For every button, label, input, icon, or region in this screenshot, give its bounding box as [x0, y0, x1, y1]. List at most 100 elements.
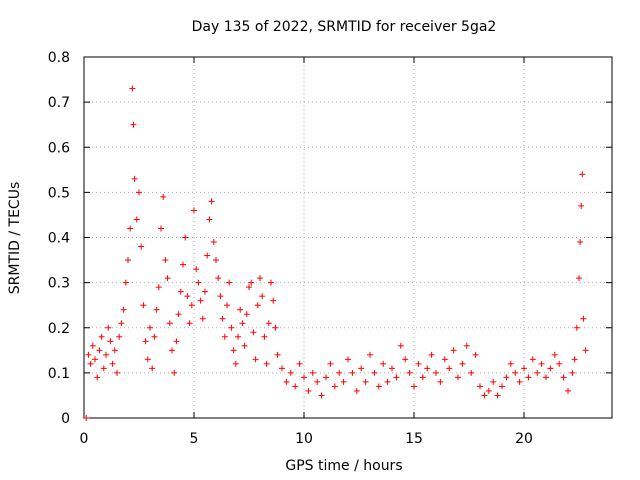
data-point — [569, 369, 576, 376]
x-tick-label: 5 — [190, 431, 199, 447]
data-point — [367, 351, 373, 358]
data-point — [116, 333, 123, 340]
data-point — [204, 252, 211, 259]
data-point — [248, 279, 255, 286]
data-point — [345, 356, 351, 363]
data-point — [261, 333, 268, 340]
data-point — [582, 347, 589, 354]
data-point — [384, 378, 391, 385]
data-point — [120, 306, 127, 313]
data-point — [301, 374, 307, 381]
data-point — [250, 329, 257, 336]
data-point — [318, 392, 325, 399]
data-point — [83, 415, 90, 421]
data-point — [219, 315, 226, 322]
data-point — [571, 356, 578, 363]
data-point — [579, 171, 586, 178]
data-point — [109, 360, 116, 367]
data-point — [186, 320, 193, 327]
data-point — [516, 378, 523, 385]
data-point — [129, 85, 136, 92]
x-tick-label: 0 — [80, 431, 89, 447]
data-point — [556, 360, 563, 367]
data-point — [180, 261, 186, 268]
data-point — [188, 302, 195, 309]
data-point — [481, 392, 488, 399]
data-point — [327, 360, 334, 367]
data-point — [371, 369, 378, 376]
y-tick-label: 0 — [61, 411, 70, 427]
data-point — [507, 360, 514, 367]
data-point — [433, 369, 439, 376]
data-point — [142, 338, 149, 345]
data-point — [136, 189, 142, 196]
data-point — [175, 311, 182, 318]
data-point — [268, 279, 274, 286]
data-point — [577, 239, 584, 246]
data-point — [428, 351, 435, 358]
data-point — [336, 369, 343, 376]
y-tick-label: 0.5 — [48, 185, 70, 201]
data-point — [292, 383, 299, 390]
data-point — [455, 374, 461, 381]
data-point — [580, 315, 587, 322]
data-point — [274, 351, 281, 358]
data-point — [122, 279, 129, 286]
y-tick-label: 0.4 — [48, 231, 70, 247]
data-point — [362, 378, 369, 385]
data-point — [287, 369, 294, 376]
data-point — [105, 324, 112, 331]
data-point — [239, 320, 246, 327]
data-point — [538, 360, 545, 367]
data-point — [270, 297, 277, 304]
data-point — [358, 365, 365, 372]
data-point — [224, 302, 230, 309]
x-tick-label: 20 — [515, 431, 533, 447]
data-point — [573, 324, 580, 331]
data-point — [151, 333, 158, 340]
data-point — [375, 383, 382, 390]
data-point — [314, 378, 321, 385]
data-point — [177, 288, 184, 295]
data-point — [459, 360, 466, 367]
data-point — [468, 369, 475, 376]
data-point — [543, 374, 549, 381]
data-point — [118, 320, 125, 327]
data-point — [202, 288, 208, 295]
data-point — [125, 257, 131, 264]
data-point — [131, 175, 138, 182]
grid-layer — [84, 57, 612, 418]
y-tick-label: 0.2 — [48, 321, 70, 337]
data-point — [160, 193, 167, 200]
data-point — [208, 198, 215, 205]
data-point — [331, 383, 338, 390]
data-point — [349, 369, 356, 376]
data-point — [213, 257, 219, 264]
data-point — [107, 338, 114, 345]
data-point — [140, 302, 147, 309]
data-point — [193, 266, 200, 273]
data-point — [257, 275, 263, 282]
data-point — [111, 347, 118, 354]
tick-layer: 0 5 10 15 20 0 0.1 0.2 0.3 0.4 0.5 0.6 0.7 0.8 — [48, 50, 533, 447]
data-point — [578, 202, 585, 209]
data-point — [246, 284, 252, 291]
data-point — [237, 306, 244, 313]
data-point — [153, 306, 160, 313]
data-point — [525, 374, 532, 381]
data-point — [450, 347, 457, 354]
data-layer — [83, 85, 589, 421]
chart-title: Day 135 of 2022, SRMTID for receiver 5ga… — [192, 19, 497, 35]
data-point — [503, 374, 510, 381]
data-point — [184, 293, 191, 300]
data-point — [265, 320, 272, 327]
data-point — [149, 365, 156, 372]
data-point — [114, 369, 120, 376]
data-point — [380, 360, 387, 367]
data-point — [221, 333, 228, 340]
data-point — [305, 387, 312, 394]
data-point — [195, 279, 202, 286]
data-point — [323, 374, 329, 381]
data-point — [437, 378, 444, 385]
